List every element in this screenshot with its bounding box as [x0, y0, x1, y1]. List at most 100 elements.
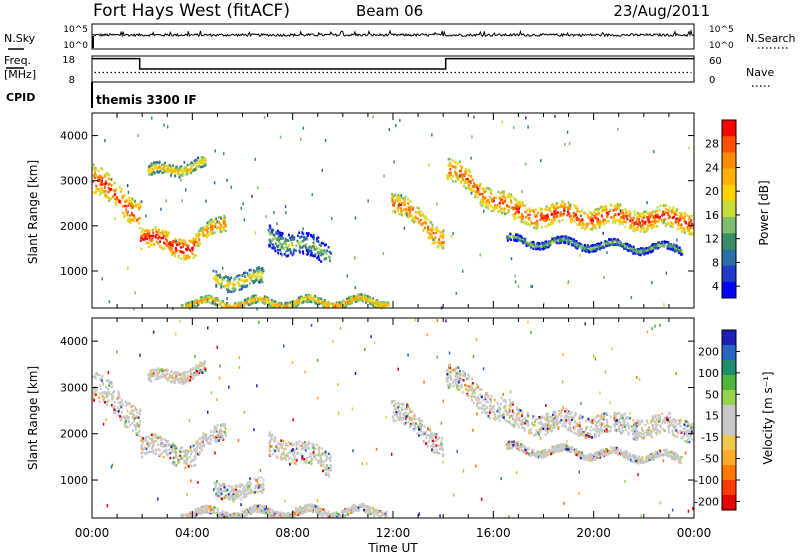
echo-cell	[303, 295, 306, 299]
echo-cell	[418, 213, 421, 216]
echo-cell	[394, 198, 397, 202]
echo-cell	[290, 236, 293, 239]
echo-cell	[249, 490, 252, 493]
echo-cell	[647, 252, 649, 255]
echo-cell	[273, 515, 276, 519]
echo-cell	[182, 371, 185, 375]
echo-cell	[176, 447, 178, 450]
echo-cell	[677, 247, 679, 251]
echo-cell	[578, 242, 581, 245]
echo-cell	[323, 509, 326, 512]
echo-cell	[286, 247, 289, 250]
echo-cell	[531, 222, 534, 225]
echo-cell	[474, 193, 477, 197]
echo-cell	[180, 456, 183, 460]
echo-cell	[326, 303, 328, 306]
echo-cell	[267, 507, 270, 511]
echo-cell	[228, 282, 231, 285]
echo-cell	[516, 216, 519, 219]
scatter-cell	[226, 178, 228, 182]
echo-cell	[687, 229, 690, 232]
echo-cell	[232, 287, 235, 291]
echo-cell	[198, 165, 200, 168]
echo-cell	[209, 301, 212, 305]
echo-cell	[682, 229, 685, 232]
echo-cell	[268, 224, 271, 227]
scatter-cell	[93, 163, 95, 167]
echo-cell	[163, 247, 166, 250]
echo-cell	[140, 439, 143, 443]
echo-cell	[126, 213, 129, 217]
echo-cell	[150, 447, 153, 450]
echo-cell	[633, 223, 635, 227]
echo-cell	[113, 400, 116, 404]
echo-cell	[239, 497, 242, 501]
echo-cell	[606, 215, 609, 219]
echo-cell	[561, 239, 564, 243]
echo-cell	[268, 231, 271, 234]
echo-cell	[309, 250, 312, 254]
echo-cell	[510, 238, 513, 241]
echo-cell	[651, 243, 654, 246]
echo-cell	[187, 254, 190, 257]
echo-cell	[614, 208, 617, 212]
echo-cell	[190, 167, 193, 171]
echo-cell	[289, 302, 292, 305]
echo-cell	[236, 492, 239, 496]
echo-cell	[254, 295, 257, 299]
echo-cell	[289, 250, 292, 253]
echo-cell	[150, 173, 153, 176]
echo-cell	[658, 244, 661, 247]
echo-cell	[171, 456, 174, 460]
echo-cell	[206, 295, 209, 299]
echo-cell	[279, 302, 282, 305]
echo-cell	[157, 242, 160, 245]
echo-cell	[327, 255, 330, 259]
echo-cell	[178, 175, 181, 179]
echo-cell	[156, 161, 158, 164]
echo-cell	[408, 209, 411, 213]
echo-cell	[581, 218, 584, 221]
echo-cell	[103, 194, 106, 198]
echo-cell	[398, 196, 401, 200]
echo-cell	[124, 199, 127, 203]
echo-cell	[124, 417, 127, 421]
scatter-cell	[479, 253, 481, 257]
echo-cell	[426, 229, 429, 232]
echo-cell	[111, 385, 114, 389]
echo-cell	[653, 224, 656, 227]
echo-cell	[619, 218, 622, 222]
echo-cell	[246, 274, 249, 277]
echo-cell	[190, 305, 193, 308]
echo-cell	[203, 362, 206, 365]
echo-cell	[504, 200, 507, 203]
echo-cell	[194, 463, 197, 467]
echo-cell	[432, 232, 435, 235]
noise-right-tick-bottom: 10^0	[709, 41, 734, 51]
echo-cell	[249, 268, 252, 272]
echo-cell	[668, 246, 671, 250]
echo-cell	[680, 253, 683, 256]
echo-cell	[214, 485, 217, 489]
echo-cell	[131, 218, 134, 221]
echo-cell	[113, 390, 116, 393]
echo-cell	[283, 253, 286, 256]
echo-cell	[468, 170, 471, 174]
echo-cell	[574, 205, 577, 208]
echo-cell	[254, 299, 257, 303]
echo-cell	[271, 302, 274, 305]
echo-cell	[675, 217, 678, 220]
echo-cell	[473, 190, 476, 193]
echo-cell	[177, 172, 180, 176]
echo-cell	[630, 245, 633, 248]
echo-cell	[194, 158, 197, 162]
echo-cell	[571, 240, 574, 243]
echo-cell	[487, 203, 490, 206]
echo-cell	[423, 221, 426, 224]
echo-cell	[139, 201, 142, 204]
echo-cell	[232, 497, 235, 500]
echo-cell	[182, 449, 185, 453]
echo-cell	[251, 274, 254, 277]
echo-cell	[493, 207, 496, 211]
echo-cell	[490, 209, 493, 213]
